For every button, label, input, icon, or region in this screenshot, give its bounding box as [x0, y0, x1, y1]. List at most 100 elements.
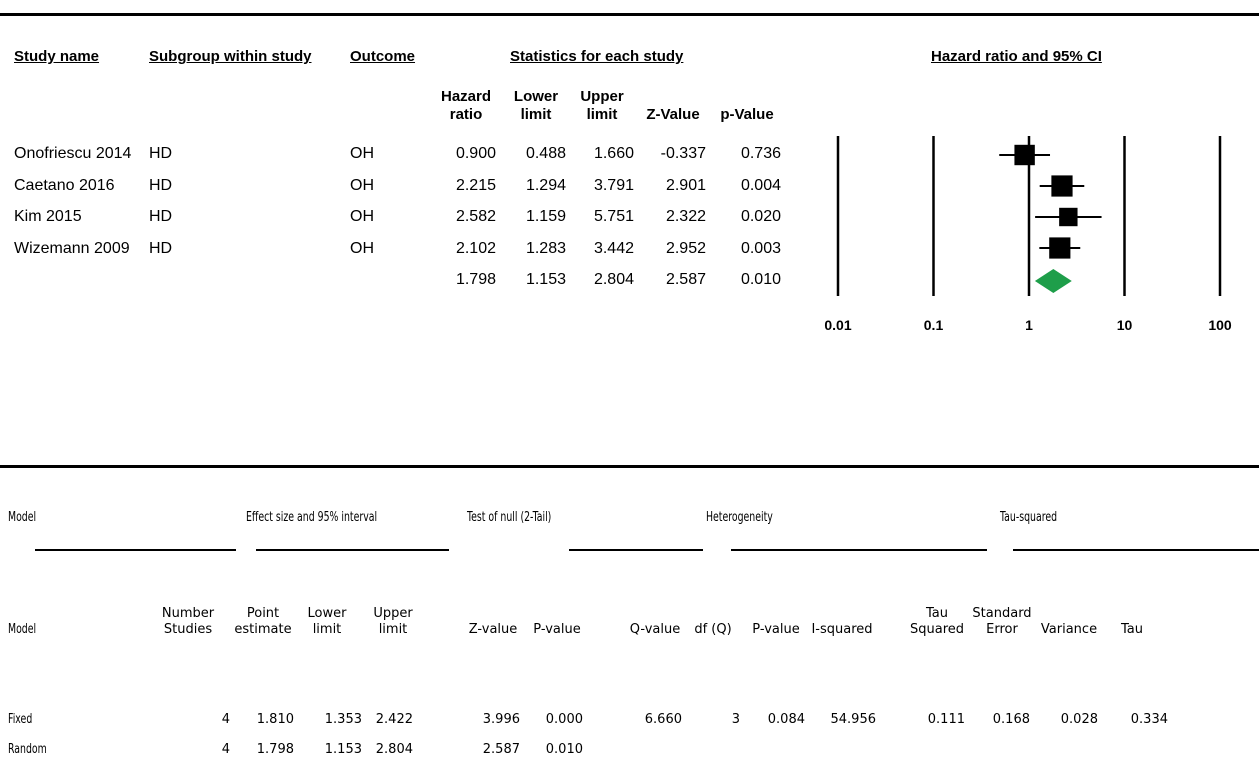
- study-marker: [1059, 207, 1078, 227]
- header-study-name: Study name: [14, 48, 100, 65]
- study-upper: 5.751: [593, 208, 634, 225]
- summary-hr: 1.798: [455, 271, 496, 288]
- study-hr: 2.215: [455, 177, 496, 194]
- model-q: 6.660: [644, 712, 682, 727]
- col-lower-limit-model-line1: Lower: [307, 606, 347, 621]
- summary-z: 2.587: [665, 271, 706, 288]
- col-lower-limit-model: Lower limit: [304, 606, 350, 638]
- col-lower-limit-model-line2: limit: [312, 622, 342, 637]
- study-subgroup: HD: [149, 145, 173, 162]
- col-p-value-heterogeneity: P-value: [752, 622, 800, 637]
- x-tick-label: 100: [1208, 317, 1232, 333]
- study-p: 0.004: [740, 177, 781, 194]
- model-upper: 2.422: [375, 712, 413, 727]
- col-tau-squared-line2: Squared: [909, 622, 965, 637]
- col-number-studies-line1: Number: [161, 606, 215, 621]
- study-hr: 2.102: [455, 240, 496, 257]
- header-subgroup: Subgroup within study: [149, 48, 312, 65]
- model-hetero-p: 0.084: [767, 712, 805, 727]
- group-underline-null: [569, 549, 703, 551]
- col-upper-limit-line2: limit: [586, 106, 618, 123]
- col-number-studies: Number Studies: [158, 606, 218, 638]
- col-standard-error-line2: Error: [986, 622, 1018, 637]
- col-model: Model: [8, 622, 37, 637]
- study-p: 0.003: [740, 240, 781, 257]
- col-tau-squared: Tau Squared: [905, 606, 969, 638]
- model-z: 2.587: [482, 742, 520, 757]
- summary-upper: 2.804: [593, 271, 634, 288]
- col-standard-error: Standard Error: [970, 606, 1034, 638]
- bottom-border-rule: [0, 465, 1259, 468]
- header-statistics: Statistics for each study: [510, 48, 684, 65]
- col-hazard-ratio: Hazard ratio: [433, 88, 499, 124]
- study-outcome: OH: [350, 177, 374, 194]
- col-point-estimate: Point estimate: [233, 606, 293, 638]
- model-point: 1.810: [256, 712, 294, 727]
- group-effect-size: Effect size and 95% interval: [246, 510, 378, 525]
- col-upper-limit-model: Upper limit: [370, 606, 416, 638]
- study-upper: 1.660: [593, 145, 634, 162]
- col-upper-limit-line1: Upper: [580, 88, 624, 105]
- col-z-value: Z-Value: [646, 106, 700, 123]
- model-p: 0.000: [545, 712, 583, 727]
- summary-diamond: [1034, 269, 1072, 293]
- study-z: 2.322: [665, 208, 706, 225]
- header-hazard-ratio-ci: Hazard ratio and 95% CI: [931, 48, 1102, 65]
- col-tau-squared-line1: Tau: [926, 606, 948, 621]
- study-subgroup: HD: [149, 240, 173, 257]
- col-hazard-ratio-line1: Hazard: [440, 88, 492, 105]
- model-upper: 2.804: [375, 742, 413, 757]
- col-hazard-ratio-line2: ratio: [449, 106, 483, 123]
- study-subgroup: HD: [149, 177, 173, 194]
- top-border-rule: [0, 13, 1259, 16]
- study-name: Kim 2015: [14, 208, 82, 225]
- study-z: 2.901: [665, 177, 706, 194]
- study-name: Wizemann 2009: [14, 240, 130, 257]
- group-tau-squared: Tau-squared: [1000, 510, 1058, 525]
- study-p: 0.020: [740, 208, 781, 225]
- model-tau: 0.334: [1130, 712, 1168, 727]
- model-lower: 1.353: [324, 712, 362, 727]
- col-p-value-model: P-value: [533, 622, 581, 637]
- study-lower: 0.488: [525, 145, 566, 162]
- study-hr: 2.582: [455, 208, 496, 225]
- study-outcome: OH: [350, 240, 374, 257]
- header-outcome: Outcome: [350, 48, 416, 65]
- study-upper: 3.791: [593, 177, 634, 194]
- model-variance: 0.028: [1060, 712, 1098, 727]
- col-z-value-model: Z-value: [468, 622, 518, 637]
- group-underline-heterogeneity: [731, 549, 987, 551]
- study-lower: 1.283: [525, 240, 566, 257]
- col-lower-limit-line1: Lower: [513, 88, 559, 105]
- col-point-estimate-line2: estimate: [234, 622, 292, 637]
- forest-plot: 0.01 0.1 1 10 100: [824, 136, 1232, 333]
- model-name: Random: [8, 742, 47, 757]
- model-tau-squared: 0.111: [927, 712, 965, 727]
- group-underline-tau: [1013, 549, 1259, 551]
- study-marker: [1051, 175, 1073, 197]
- study-name: Onofriescu 2014: [14, 145, 132, 162]
- group-heterogeneity: Heterogeneity: [706, 510, 773, 525]
- col-lower-limit-line2: limit: [520, 106, 552, 123]
- study-subgroup: HD: [149, 208, 173, 225]
- x-tick-label: 1: [1025, 317, 1033, 333]
- group-underline-effect: [256, 549, 449, 551]
- col-point-estimate-line1: Point: [246, 606, 280, 621]
- col-upper-limit-model-line1: Upper: [373, 606, 413, 621]
- model-i-squared: 54.956: [830, 712, 877, 727]
- study-lower: 1.159: [525, 208, 566, 225]
- study-lower: 1.294: [525, 177, 566, 194]
- model-number: 4: [221, 712, 230, 727]
- study-outcome: OH: [350, 208, 374, 225]
- study-upper: 3.442: [593, 240, 634, 257]
- model-df: 3: [731, 712, 740, 727]
- x-tick-label: 0.01: [824, 317, 851, 333]
- col-variance: Variance: [1040, 622, 1098, 637]
- col-standard-error-line1: Standard: [972, 606, 1032, 621]
- study-outcome: OH: [350, 145, 374, 162]
- model-number: 4: [221, 742, 230, 757]
- x-tick-label: 10: [1117, 317, 1133, 333]
- col-upper-limit: Upper limit: [572, 88, 632, 124]
- col-p-value: p-Value: [720, 106, 774, 123]
- model-lower: 1.153: [324, 742, 362, 757]
